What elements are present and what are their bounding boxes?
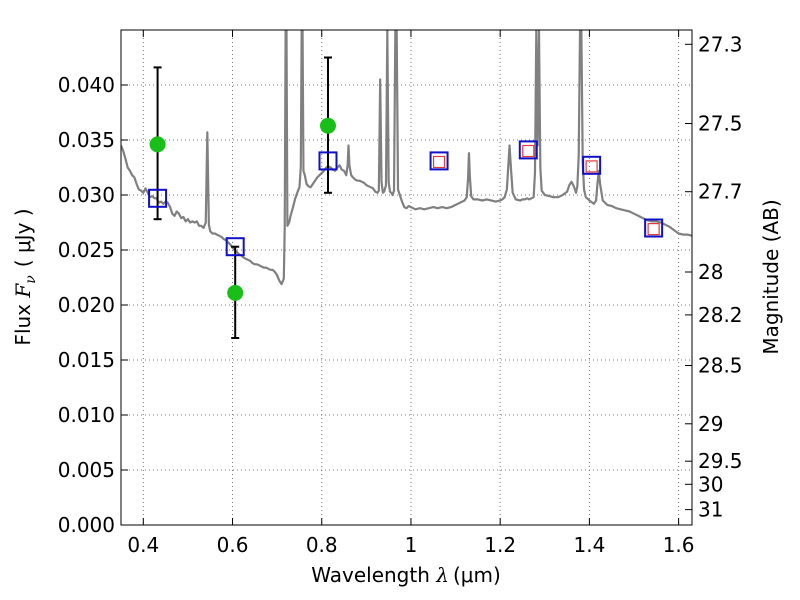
grid-lines [121, 30, 692, 525]
y-tick-label: 0.005 [58, 458, 115, 482]
model-photometry-square [429, 151, 449, 171]
model-photometry-square [225, 237, 245, 257]
y2-tick-label: 31 [698, 498, 723, 522]
model-photometry-square [518, 140, 538, 160]
x-tick-label: 1.4 [573, 533, 605, 557]
input-photometry-square [522, 144, 535, 158]
y-tick-label: 0.000 [58, 513, 115, 537]
y-tick-label: 0.040 [58, 73, 115, 97]
y2-tick-label: 29 [698, 412, 723, 436]
observed-flux-point [227, 284, 244, 301]
y-tick-label: 0.035 [58, 128, 115, 152]
y2-tick-label: 28.5 [698, 354, 743, 378]
y2-axis-title: Magnitude (AB) [759, 199, 783, 354]
y2-tick-label: 29.5 [698, 449, 743, 473]
y2-tick-label: 28.2 [698, 303, 743, 327]
input-photometry-square [432, 155, 446, 169]
y-tick-label: 0.030 [58, 183, 115, 207]
plot-background [121, 30, 692, 525]
y2-tick-label: 30 [698, 472, 723, 496]
plot-frame [120, 29, 693, 526]
input-photometry-square [585, 160, 598, 173]
y2-tick-label: 27.3 [698, 32, 743, 56]
x-tick-label: 0.6 [217, 533, 249, 557]
y-tick-label: 0.010 [58, 403, 115, 427]
x-tick-label: 1.6 [663, 533, 695, 557]
model-photometry-square [318, 151, 338, 171]
x-tick-label: 1 [405, 533, 418, 557]
y-tick-label: 0.025 [58, 238, 115, 262]
x-tick-label: 1.2 [484, 533, 516, 557]
y-tick-label: 0.015 [58, 348, 115, 372]
y2-tick-label: 28 [698, 260, 723, 284]
x-tick-label: 0.4 [127, 533, 159, 557]
model-photometry-square [582, 155, 602, 175]
y-tick-label: 0.020 [58, 293, 115, 317]
axes: 0.4 0.6 0.8 1 1.2 1.4 1.6 0.000 0.005 0.010 0.015 0… [58, 30, 743, 557]
input-photometry-square [647, 223, 660, 236]
observed-flux-point [319, 117, 336, 134]
y-axis-title: Flux Fν( μJy ) [11, 208, 39, 345]
plot-area [121, 30, 692, 339]
observed-flux-point [149, 136, 166, 153]
y2-tick-label: 27.5 [698, 112, 743, 136]
x-tick-label: 0.8 [306, 533, 338, 557]
model-spectrum-line [121, 30, 692, 286]
y2-tick-label: 27.7 [698, 180, 743, 204]
x-axis-title: Wavelength λ (μm) [311, 563, 501, 587]
model-photometry-square [644, 218, 664, 238]
model-photometry-square [148, 188, 168, 208]
